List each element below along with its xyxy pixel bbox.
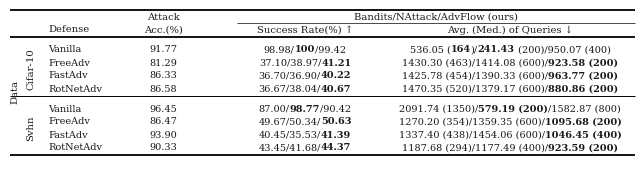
Text: )/: )/: [470, 46, 477, 54]
Text: 880.86 (200): 880.86 (200): [548, 85, 618, 93]
Text: 41.39: 41.39: [321, 130, 351, 140]
Text: (200)/950.07 (400): (200)/950.07 (400): [515, 46, 611, 54]
Text: Defense: Defense: [48, 25, 89, 35]
Text: 1270.20 (354)/1359.35 (600)/: 1270.20 (354)/1359.35 (600)/: [399, 118, 545, 126]
Text: 93.90: 93.90: [149, 130, 177, 140]
Text: RotNetAdv: RotNetAdv: [48, 85, 102, 93]
Text: Bandits/ΝAttack/AdvFlow (ours): Bandits/ΝAttack/AdvFlow (ours): [354, 13, 518, 21]
Text: 37.10/38.97/: 37.10/38.97/: [259, 58, 321, 68]
Text: 91.77: 91.77: [149, 46, 177, 54]
Text: 90.33: 90.33: [149, 144, 177, 152]
Text: 50.63: 50.63: [321, 118, 351, 126]
Text: 40.45/35.53/: 40.45/35.53/: [259, 130, 321, 140]
Text: 579.19 (200): 579.19 (200): [478, 104, 548, 113]
Text: Vanilla: Vanilla: [48, 104, 81, 113]
Text: 1470.35 (520)/1379.17 (600)/: 1470.35 (520)/1379.17 (600)/: [402, 85, 548, 93]
Text: 1046.45 (400): 1046.45 (400): [545, 130, 621, 140]
Text: Svhn: Svhn: [26, 116, 35, 141]
Text: 241.43: 241.43: [477, 46, 515, 54]
Text: 164: 164: [451, 46, 470, 54]
Text: 41.21: 41.21: [321, 58, 351, 68]
Text: 40.22: 40.22: [321, 71, 351, 80]
Text: /1582.87 (800): /1582.87 (800): [548, 104, 621, 113]
Text: 1095.68 (200): 1095.68 (200): [545, 118, 621, 126]
Text: /90.42: /90.42: [320, 104, 351, 113]
Text: 40.67: 40.67: [321, 85, 351, 93]
Text: 963.77 (200): 963.77 (200): [548, 71, 618, 80]
Text: 87.00/: 87.00/: [259, 104, 290, 113]
Text: 86.58: 86.58: [149, 85, 177, 93]
Text: 86.33: 86.33: [149, 71, 177, 80]
Text: 1425.78 (454)/1390.33 (600)/: 1425.78 (454)/1390.33 (600)/: [402, 71, 548, 80]
Text: 1187.68 (294)/1177.49 (400)/: 1187.68 (294)/1177.49 (400)/: [402, 144, 548, 152]
Text: 86.47: 86.47: [149, 118, 177, 126]
Text: FreeAdv: FreeAdv: [48, 58, 90, 68]
Text: 36.67/38.04/: 36.67/38.04/: [259, 85, 321, 93]
Text: 98.98/: 98.98/: [264, 46, 294, 54]
Text: 2091.74 (1350)/: 2091.74 (1350)/: [399, 104, 478, 113]
Text: FreeAdv: FreeAdv: [48, 118, 90, 126]
Text: RotNetAdv: RotNetAdv: [48, 144, 102, 152]
Text: 1430.30 (463)/1414.08 (600)/: 1430.30 (463)/1414.08 (600)/: [402, 58, 548, 68]
Text: 49.67/50.34/: 49.67/50.34/: [259, 118, 321, 126]
Text: 536.05 (: 536.05 (: [410, 46, 451, 54]
Text: FastAdv: FastAdv: [48, 130, 88, 140]
Text: Avg. (Med.) of Queries ↓: Avg. (Med.) of Queries ↓: [447, 25, 573, 35]
Text: 98.77: 98.77: [290, 104, 320, 113]
Text: 36.70/36.90/: 36.70/36.90/: [259, 71, 321, 80]
Text: 1337.40 (438)/1454.06 (600)/: 1337.40 (438)/1454.06 (600)/: [399, 130, 545, 140]
Text: 96.45: 96.45: [149, 104, 177, 113]
Text: 44.37: 44.37: [321, 144, 351, 152]
Text: Data: Data: [10, 80, 19, 104]
Text: 923.59 (200): 923.59 (200): [548, 144, 618, 152]
Text: 81.29: 81.29: [149, 58, 177, 68]
Text: Success Rate(%) ↑: Success Rate(%) ↑: [257, 25, 353, 35]
Text: Cifar-10: Cifar-10: [26, 49, 35, 90]
Text: Vanilla: Vanilla: [48, 46, 81, 54]
Text: Acc.(%): Acc.(%): [143, 25, 182, 35]
Text: 923.58 (200): 923.58 (200): [548, 58, 618, 68]
Text: Attack: Attack: [147, 13, 179, 21]
Text: 43.45/41.68/: 43.45/41.68/: [259, 144, 321, 152]
Text: /99.42: /99.42: [315, 46, 346, 54]
Text: 100: 100: [294, 46, 315, 54]
Text: FastAdv: FastAdv: [48, 71, 88, 80]
